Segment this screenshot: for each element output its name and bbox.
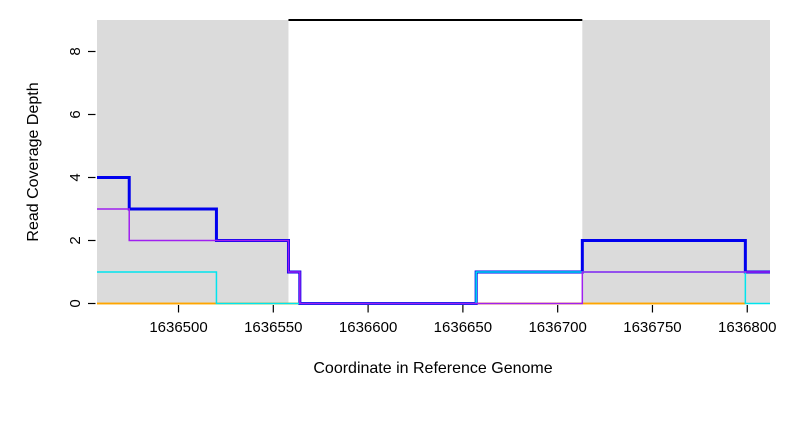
y-axis-tick-label: 0 xyxy=(67,299,84,307)
series-line-unique-top xyxy=(97,271,770,305)
y-axis-tick-label: 4 xyxy=(67,173,84,181)
x-axis-tick-label: 1636650 xyxy=(434,319,492,336)
x-axis-tick-label: 1636550 xyxy=(244,319,302,336)
x-axis-title: Coordinate in Reference Genome xyxy=(313,360,552,377)
series-line-unique-bottom xyxy=(97,208,770,305)
axes: 1636500 1636550 1636600 1636650 1636700 16367… xyxy=(67,47,776,336)
x-axis-tick-label: 1636600 xyxy=(339,319,397,336)
shaded-region xyxy=(582,20,770,304)
y-axis-title: Read Coverage Depth xyxy=(25,82,42,241)
shaded-region xyxy=(97,20,289,304)
shaded-repeat-regions xyxy=(97,20,770,304)
x-axis-tick-label: 1636500 xyxy=(149,319,207,336)
y-axis-tick-label: 8 xyxy=(67,47,84,55)
coverage-series-lines xyxy=(97,176,770,305)
x-axis-tick-label: 1636700 xyxy=(528,319,586,336)
x-axis-tick-label: 1636800 xyxy=(718,319,776,336)
y-axis-tick-label: 6 xyxy=(67,110,84,118)
y-axis-tick-label: 2 xyxy=(67,236,84,244)
x-axis-tick-label: 1636750 xyxy=(623,319,681,336)
